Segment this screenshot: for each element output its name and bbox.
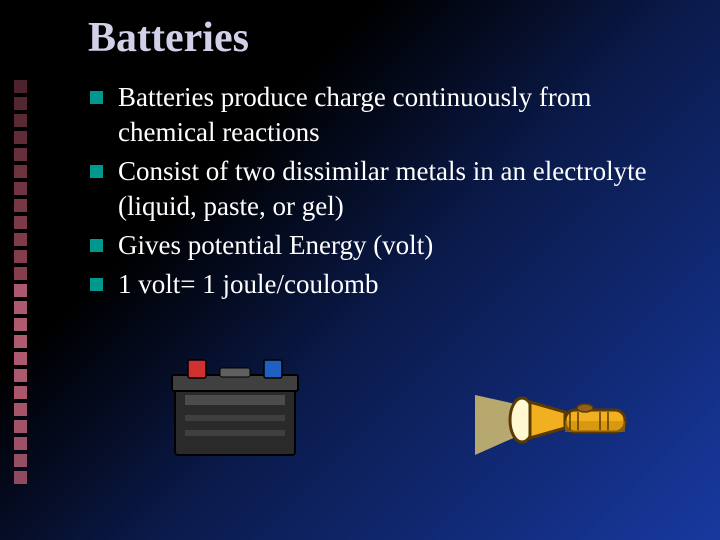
decor-square (14, 148, 27, 161)
decor-square (14, 165, 27, 178)
decor-square (14, 250, 27, 263)
decor-square (14, 182, 27, 195)
bullet-item: Gives potential Energy (volt) (90, 228, 690, 263)
car-battery-image (160, 340, 310, 490)
decor-square (14, 301, 27, 314)
decor-square (14, 114, 27, 127)
decor-square (14, 131, 27, 144)
decor-square (14, 284, 27, 297)
images-row (0, 340, 720, 490)
decor-square (14, 233, 27, 246)
decor-square (14, 267, 27, 280)
decor-square (14, 216, 27, 229)
flashlight-image (470, 340, 640, 490)
slide-title: Batteries (88, 14, 249, 62)
decor-square (14, 318, 27, 331)
bullet-item: Consist of two dissimilar metals in an e… (90, 154, 690, 224)
decor-square (14, 80, 27, 93)
decor-square (14, 199, 27, 212)
decor-square (14, 97, 27, 110)
bullet-item: 1 volt= 1 joule/coulomb (90, 267, 690, 302)
bullet-item: Batteries produce charge continuously fr… (90, 80, 690, 150)
bullet-list: Batteries produce charge continuously fr… (90, 80, 690, 307)
